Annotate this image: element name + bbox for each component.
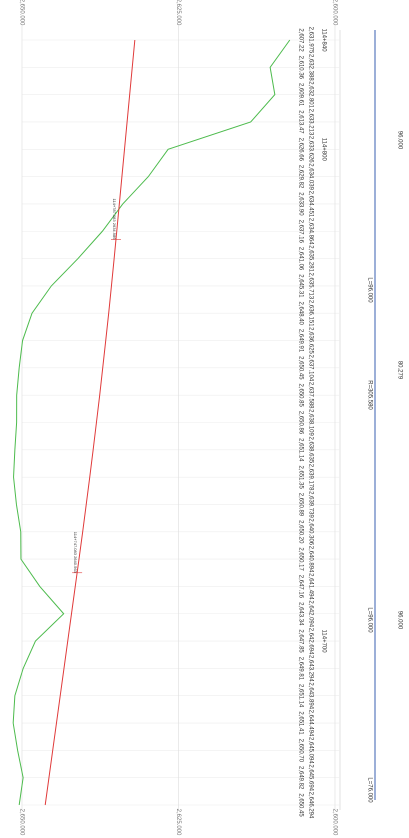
- elevation-value: 2,633.90: [297, 192, 303, 216]
- elevation-value: 2,650.86: [297, 411, 303, 435]
- elevation-value: 2,651.14: [297, 438, 303, 462]
- elevation-value: 2,650.45: [297, 793, 303, 817]
- elevation-value: 2,609.61: [297, 83, 303, 107]
- elevation-label: 2,625.000: [175, 809, 181, 836]
- elevation-value: 2,643.894: [307, 682, 313, 709]
- elevation-label: 2,650.000: [18, 809, 24, 836]
- elevation-value: 2,637.104: [307, 355, 313, 382]
- elevation-value: 2,650.45: [297, 356, 303, 380]
- elevation-label: 2,600.000: [331, 0, 337, 26]
- elevation-value: 2,650.85: [297, 383, 303, 407]
- elevation-label: 2,650.000: [18, 0, 24, 26]
- station-label: 114+700: [320, 630, 326, 654]
- curve-label: L=96.000: [366, 607, 372, 633]
- elevation-value: 2,639.178: [307, 464, 313, 491]
- elevation-value: 2,651.41: [297, 711, 303, 735]
- curve-label: L=76.000: [366, 777, 372, 803]
- curve-label: R=305.580: [366, 380, 372, 410]
- elevation-value: 2,643.294: [307, 655, 313, 682]
- elevation-value: 2,634.864: [307, 218, 313, 245]
- elevation-label: 2,625.000: [175, 0, 181, 26]
- elevation-value: 2,634.451: [307, 191, 313, 218]
- elevation-value: 2,610.36: [297, 56, 303, 80]
- elevation-value: 2,637.588: [307, 382, 313, 409]
- elevation-value: 2,635.281: [307, 245, 313, 272]
- elevation-label: 2,600.000: [331, 809, 337, 836]
- elevation-value: 2,646.294: [307, 792, 313, 819]
- elevation-value: 2,649.82: [297, 766, 303, 790]
- elevation-value: 2,650.70: [297, 739, 303, 763]
- elevation-value: 2,631.975: [307, 27, 313, 54]
- curve-value: 96.000: [396, 611, 402, 630]
- elevation-value: 2,642.094: [307, 600, 313, 627]
- profile-line: [44, 39, 136, 806]
- elevation-value: 2,636.625: [307, 327, 313, 354]
- annotation: 114+787.083 2634.986: [112, 198, 117, 240]
- elevation-value: 2,647.85: [297, 629, 303, 653]
- elevation-value: 2,648.40: [297, 302, 303, 326]
- elevation-value: 2,635.713: [307, 273, 313, 300]
- elevation-value: 2,644.494: [307, 710, 313, 737]
- elevation-value: 2,650.89: [297, 493, 303, 517]
- elevation-value: 2,645.31: [297, 274, 303, 298]
- elevation-value: 2,643.34: [297, 602, 303, 626]
- elevation-value: 2,632.388: [307, 54, 313, 81]
- elevation-value: 2,638.635: [307, 436, 313, 463]
- curve-value: 80.279: [396, 361, 402, 380]
- elevation-value: 2,650.17: [297, 547, 303, 571]
- elevation-value: 2,641.06: [297, 247, 303, 271]
- annotation: 114+747.083 2640.563: [73, 532, 78, 574]
- elevation-value: 2,637.16: [297, 220, 303, 244]
- elevation-value: 2,640.306: [307, 518, 313, 545]
- elevation-value: 2,651.35: [297, 465, 303, 489]
- elevation-value: 2,645.094: [307, 737, 313, 764]
- elevation-value: 2,636.151: [307, 300, 313, 327]
- elevation-value: 2,638.109: [307, 409, 313, 436]
- profile-line: [12, 39, 291, 806]
- elevation-value: 2,626.66: [297, 138, 303, 162]
- station-label: 114+800: [320, 138, 326, 162]
- elevation-value: 2,607.22: [297, 28, 303, 52]
- elevation-value: 2,641.494: [307, 573, 313, 600]
- elevation-value: 2,647.16: [297, 575, 303, 599]
- elevation-value: 2,640.894: [307, 546, 313, 573]
- elevation-value: 2,650.20: [297, 520, 303, 544]
- elevation-value: 2,633.213: [307, 109, 313, 136]
- elevation-value: 2,651.14: [297, 684, 303, 708]
- elevation-value: 2,645.694: [307, 764, 313, 791]
- curve-label: L=96.000: [366, 277, 372, 303]
- elevation-value: 2,613.47: [297, 110, 303, 134]
- elevation-value: 2,633.626: [307, 136, 313, 163]
- station-label: 114+840: [320, 28, 326, 52]
- elevation-value: 2,629.82: [297, 165, 303, 189]
- elevation-value: 2,649.91: [297, 329, 303, 353]
- elevation-value: 2,634.039: [307, 163, 313, 190]
- curve-value: 96.000: [396, 131, 402, 150]
- elevation-value: 2,632.801: [307, 81, 313, 108]
- elevation-value: 2,639.739: [307, 491, 313, 518]
- elevation-value: 2,649.81: [297, 657, 303, 681]
- elevation-value: 2,642.694: [307, 628, 313, 655]
